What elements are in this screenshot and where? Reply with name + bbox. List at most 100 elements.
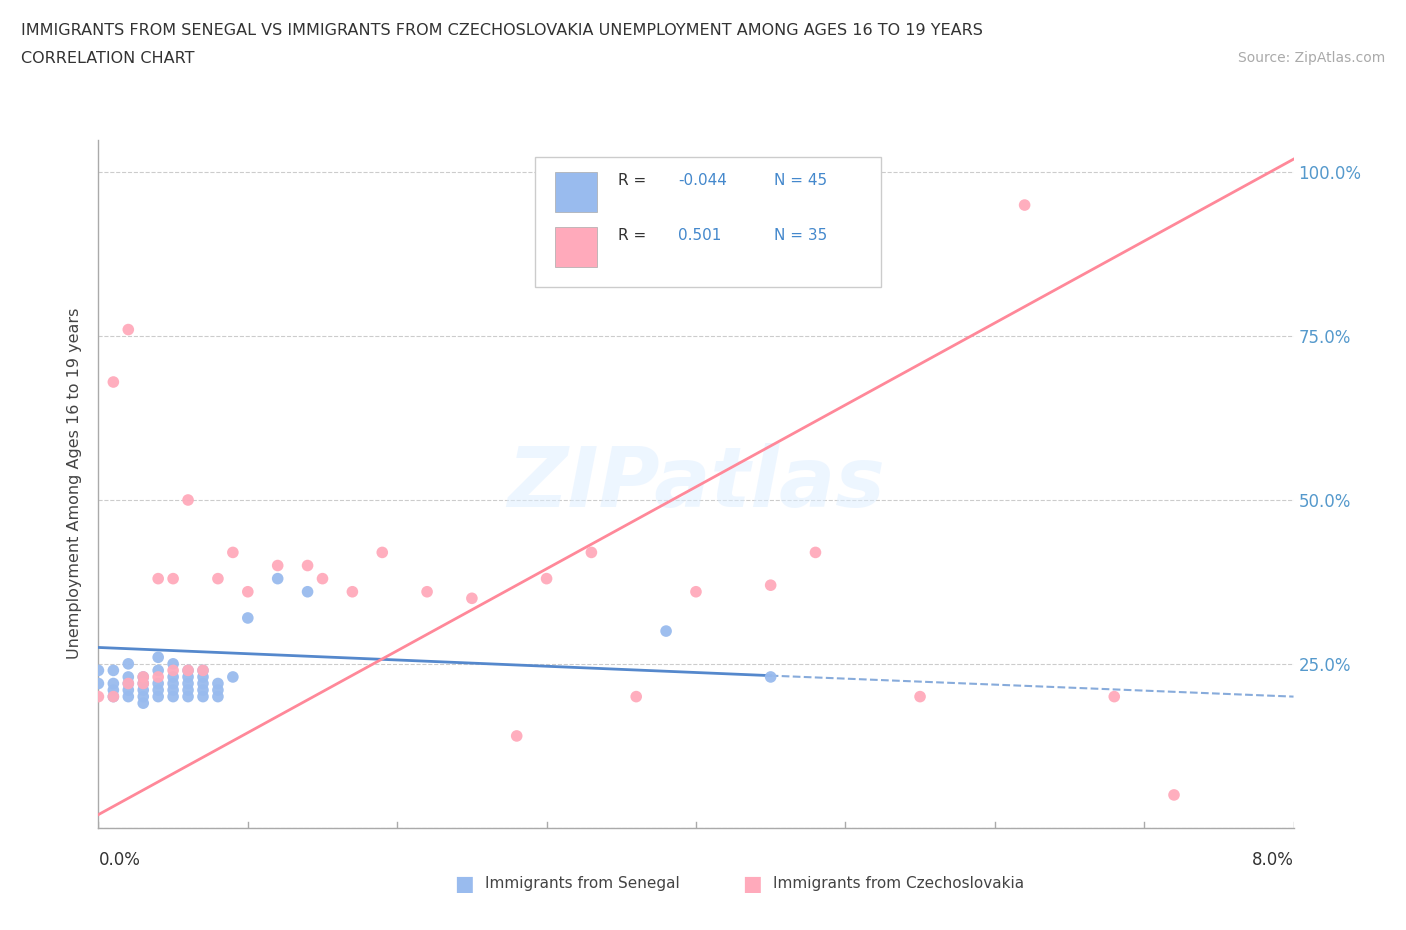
Point	[908, 689, 931, 704]
Text: IMMIGRANTS FROM SENEGAL VS IMMIGRANTS FROM CZECHOSLOVAKIA UNEMPLOYMENT AMONG AGE: IMMIGRANTS FROM SENEGAL VS IMMIGRANTS FR…	[21, 23, 983, 38]
Point	[162, 657, 184, 671]
Point	[342, 584, 364, 599]
Text: R =: R =	[619, 173, 651, 188]
Point	[222, 670, 245, 684]
Point	[117, 322, 139, 337]
Point	[624, 689, 647, 704]
Point	[759, 578, 782, 592]
Point	[132, 670, 155, 684]
Point	[177, 689, 200, 704]
Point	[132, 683, 155, 698]
Text: R =: R =	[619, 229, 651, 244]
Point	[236, 584, 259, 599]
Text: -0.044: -0.044	[678, 173, 727, 188]
Text: CORRELATION CHART: CORRELATION CHART	[21, 51, 194, 66]
Point	[117, 676, 139, 691]
Point	[132, 689, 155, 704]
Point	[148, 689, 170, 704]
Point	[267, 571, 290, 586]
FancyBboxPatch shape	[555, 227, 596, 267]
Point	[132, 696, 155, 711]
FancyBboxPatch shape	[555, 172, 596, 212]
Point	[207, 689, 229, 704]
Point	[117, 683, 139, 698]
Point	[207, 571, 229, 586]
Point	[461, 591, 484, 605]
Point	[222, 545, 245, 560]
Text: ZIPatlas: ZIPatlas	[508, 443, 884, 525]
Point	[132, 676, 155, 691]
Point	[297, 558, 319, 573]
Point	[759, 670, 782, 684]
Point	[177, 676, 200, 691]
Point	[148, 571, 170, 586]
Point	[1163, 788, 1185, 803]
Point	[148, 683, 170, 698]
Point	[177, 683, 200, 698]
Text: ■: ■	[742, 873, 762, 894]
Point	[191, 663, 214, 678]
Point	[87, 676, 110, 691]
Point	[371, 545, 394, 560]
Point	[148, 650, 170, 665]
Point	[177, 663, 200, 678]
Y-axis label: Unemployment Among Ages 16 to 19 years: Unemployment Among Ages 16 to 19 years	[67, 308, 83, 659]
Point	[162, 689, 184, 704]
Point	[117, 689, 139, 704]
Point	[103, 676, 125, 691]
Point	[191, 683, 214, 698]
Point	[191, 676, 214, 691]
Point	[416, 584, 439, 599]
Point	[162, 683, 184, 698]
Point	[103, 689, 125, 704]
Point	[297, 584, 319, 599]
Point	[1102, 689, 1125, 704]
Text: ■: ■	[454, 873, 474, 894]
Point	[148, 676, 170, 691]
Point	[267, 558, 290, 573]
Text: 0.0%: 0.0%	[98, 851, 141, 869]
Point	[162, 670, 184, 684]
FancyBboxPatch shape	[534, 157, 882, 287]
Point	[177, 670, 200, 684]
Text: N = 35: N = 35	[773, 229, 827, 244]
Point	[117, 676, 139, 691]
Point	[148, 670, 170, 684]
Point	[162, 663, 184, 678]
Point	[177, 493, 200, 508]
Point	[685, 584, 707, 599]
Point	[804, 545, 827, 560]
Point	[162, 571, 184, 586]
Point	[536, 571, 558, 586]
Point	[207, 683, 229, 698]
Point	[177, 663, 200, 678]
Point	[148, 663, 170, 678]
Point	[191, 670, 214, 684]
Point	[1014, 197, 1036, 212]
Point	[87, 663, 110, 678]
Point	[103, 663, 125, 678]
Point	[207, 676, 229, 691]
Point	[236, 610, 259, 625]
Text: Immigrants from Senegal: Immigrants from Senegal	[485, 876, 681, 891]
Point	[191, 689, 214, 704]
Text: 8.0%: 8.0%	[1251, 851, 1294, 869]
Point	[103, 375, 125, 390]
Point	[191, 663, 214, 678]
Point	[655, 624, 678, 639]
Point	[132, 670, 155, 684]
Point	[117, 657, 139, 671]
Point	[117, 670, 139, 684]
Point	[103, 683, 125, 698]
Text: N = 45: N = 45	[773, 173, 827, 188]
Point	[103, 689, 125, 704]
Point	[506, 728, 529, 743]
Point	[162, 676, 184, 691]
Text: Source: ZipAtlas.com: Source: ZipAtlas.com	[1237, 51, 1385, 65]
Point	[87, 689, 110, 704]
Point	[581, 545, 603, 560]
Text: 0.501: 0.501	[678, 229, 721, 244]
Point	[311, 571, 333, 586]
Text: Immigrants from Czechoslovakia: Immigrants from Czechoslovakia	[773, 876, 1025, 891]
Point	[132, 676, 155, 691]
